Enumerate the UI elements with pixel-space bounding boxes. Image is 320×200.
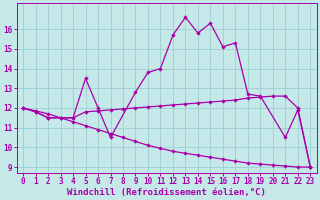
X-axis label: Windchill (Refroidissement éolien,°C): Windchill (Refroidissement éolien,°C) — [67, 188, 266, 197]
